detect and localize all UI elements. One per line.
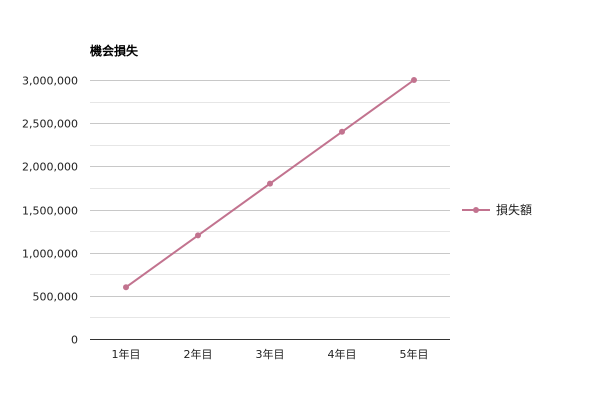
- x-tick-label: 1年目: [112, 347, 141, 361]
- x-tick-label: 5年目: [400, 347, 429, 361]
- data-point: [123, 284, 129, 291]
- y-tick-label: 1,500,000: [22, 205, 78, 218]
- chart-title: 機会損失: [90, 43, 139, 58]
- y-tick-label: 2,000,000: [22, 161, 78, 174]
- legend: 損失額: [462, 202, 532, 217]
- y-tick-label: 0: [71, 334, 78, 347]
- gridlines: [90, 80, 450, 318]
- data-point: [411, 77, 417, 83]
- x-tick-label: 4年目: [328, 347, 357, 361]
- series-plot: [123, 77, 417, 291]
- y-tick-label: 1,000,000: [22, 248, 78, 261]
- axes: 0 500,000 1,000,000 1,500,000 2,000,000 2,500…: [22, 75, 450, 361]
- legend-swatch-marker: [473, 207, 479, 213]
- y-tick-label: 2,500,000: [22, 118, 78, 131]
- legend-label: 損失額: [496, 202, 532, 217]
- y-tick-label: 500,000: [33, 291, 79, 304]
- x-tick-label: 3年目: [256, 347, 285, 361]
- data-point: [195, 232, 201, 239]
- data-point: [267, 180, 273, 187]
- y-tick-label: 3,000,000: [22, 75, 78, 88]
- x-tick-label: 2年目: [184, 347, 213, 361]
- data-point: [339, 128, 345, 135]
